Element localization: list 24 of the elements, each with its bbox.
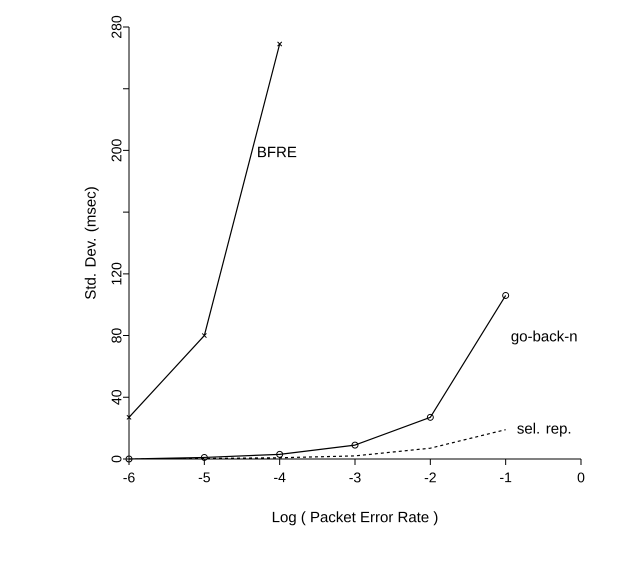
series-label: go-back-n <box>511 330 577 344</box>
y-tick-label: 80 <box>112 328 122 343</box>
x-tick-label: -1 <box>500 472 512 482</box>
x-tick-label: 0 <box>578 472 584 482</box>
x-tick-label: -6 <box>123 472 135 482</box>
series-label: sel. rep. <box>517 422 570 437</box>
x-tick-label: -2 <box>424 472 436 482</box>
x-tick-label: -3 <box>349 472 361 482</box>
x-axis-title: Log ( Packet Error Rate ) <box>272 511 438 526</box>
y-tick-label: 280 <box>112 16 122 38</box>
point <box>126 414 132 420</box>
y-tick-label: 200 <box>112 139 122 162</box>
y-axis-title: Std. Dev. (msec) <box>84 187 99 299</box>
y-tick-label: 0 <box>112 456 122 462</box>
point <box>276 450 284 458</box>
point <box>202 332 207 338</box>
x-tick-label: -5 <box>198 472 210 482</box>
series-label: BFRE <box>258 146 296 158</box>
point <box>426 414 434 421</box>
y-tick-label: 120 <box>112 262 122 284</box>
y-tick-label: 40 <box>112 390 122 405</box>
point <box>352 442 358 449</box>
x-tick-label: -4 <box>274 472 286 482</box>
point <box>200 454 208 461</box>
